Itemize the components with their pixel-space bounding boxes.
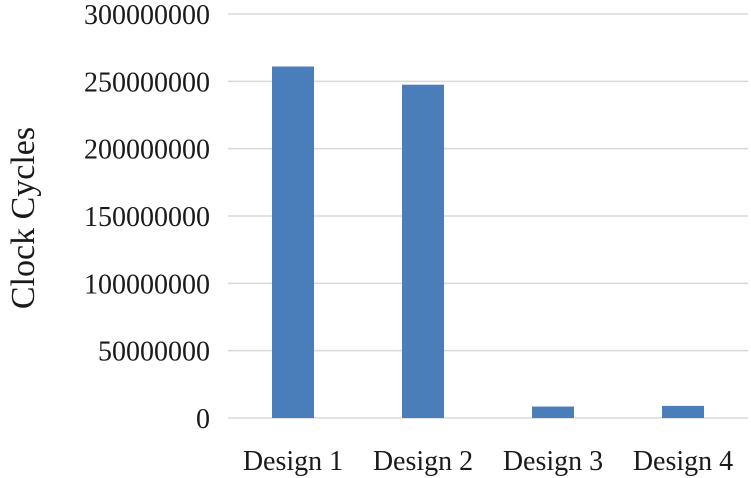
bar-design-1 xyxy=(272,66,314,419)
y-tick-label: 100000000 xyxy=(84,269,210,300)
y-tick-label: 0 xyxy=(196,404,210,435)
x-category-label: Design 1 xyxy=(243,446,343,477)
x-category-label: Design 4 xyxy=(633,446,733,477)
y-axis-title: Clock Cycles xyxy=(5,127,42,309)
y-tick-label: 300000000 xyxy=(84,0,210,31)
bar-design-4 xyxy=(662,405,704,418)
bars xyxy=(272,66,704,419)
y-tick-label: 150000000 xyxy=(84,202,210,233)
x-category-label: Design 2 xyxy=(373,446,473,477)
x-axis-categories: Design 1 Design 2 Design 3 Design 4 xyxy=(243,446,733,477)
y-tick-label: 250000000 xyxy=(84,67,210,98)
y-axis-ticks: 0 50000000 100000000 150000000 200000000 2500… xyxy=(84,0,210,435)
y-tick-label: 200000000 xyxy=(84,135,210,166)
y-tick-label: 50000000 xyxy=(98,337,210,368)
gridlines xyxy=(228,13,748,419)
x-category-label: Design 3 xyxy=(503,446,603,477)
bar-design-3 xyxy=(532,406,574,418)
bar-design-2 xyxy=(402,84,444,418)
